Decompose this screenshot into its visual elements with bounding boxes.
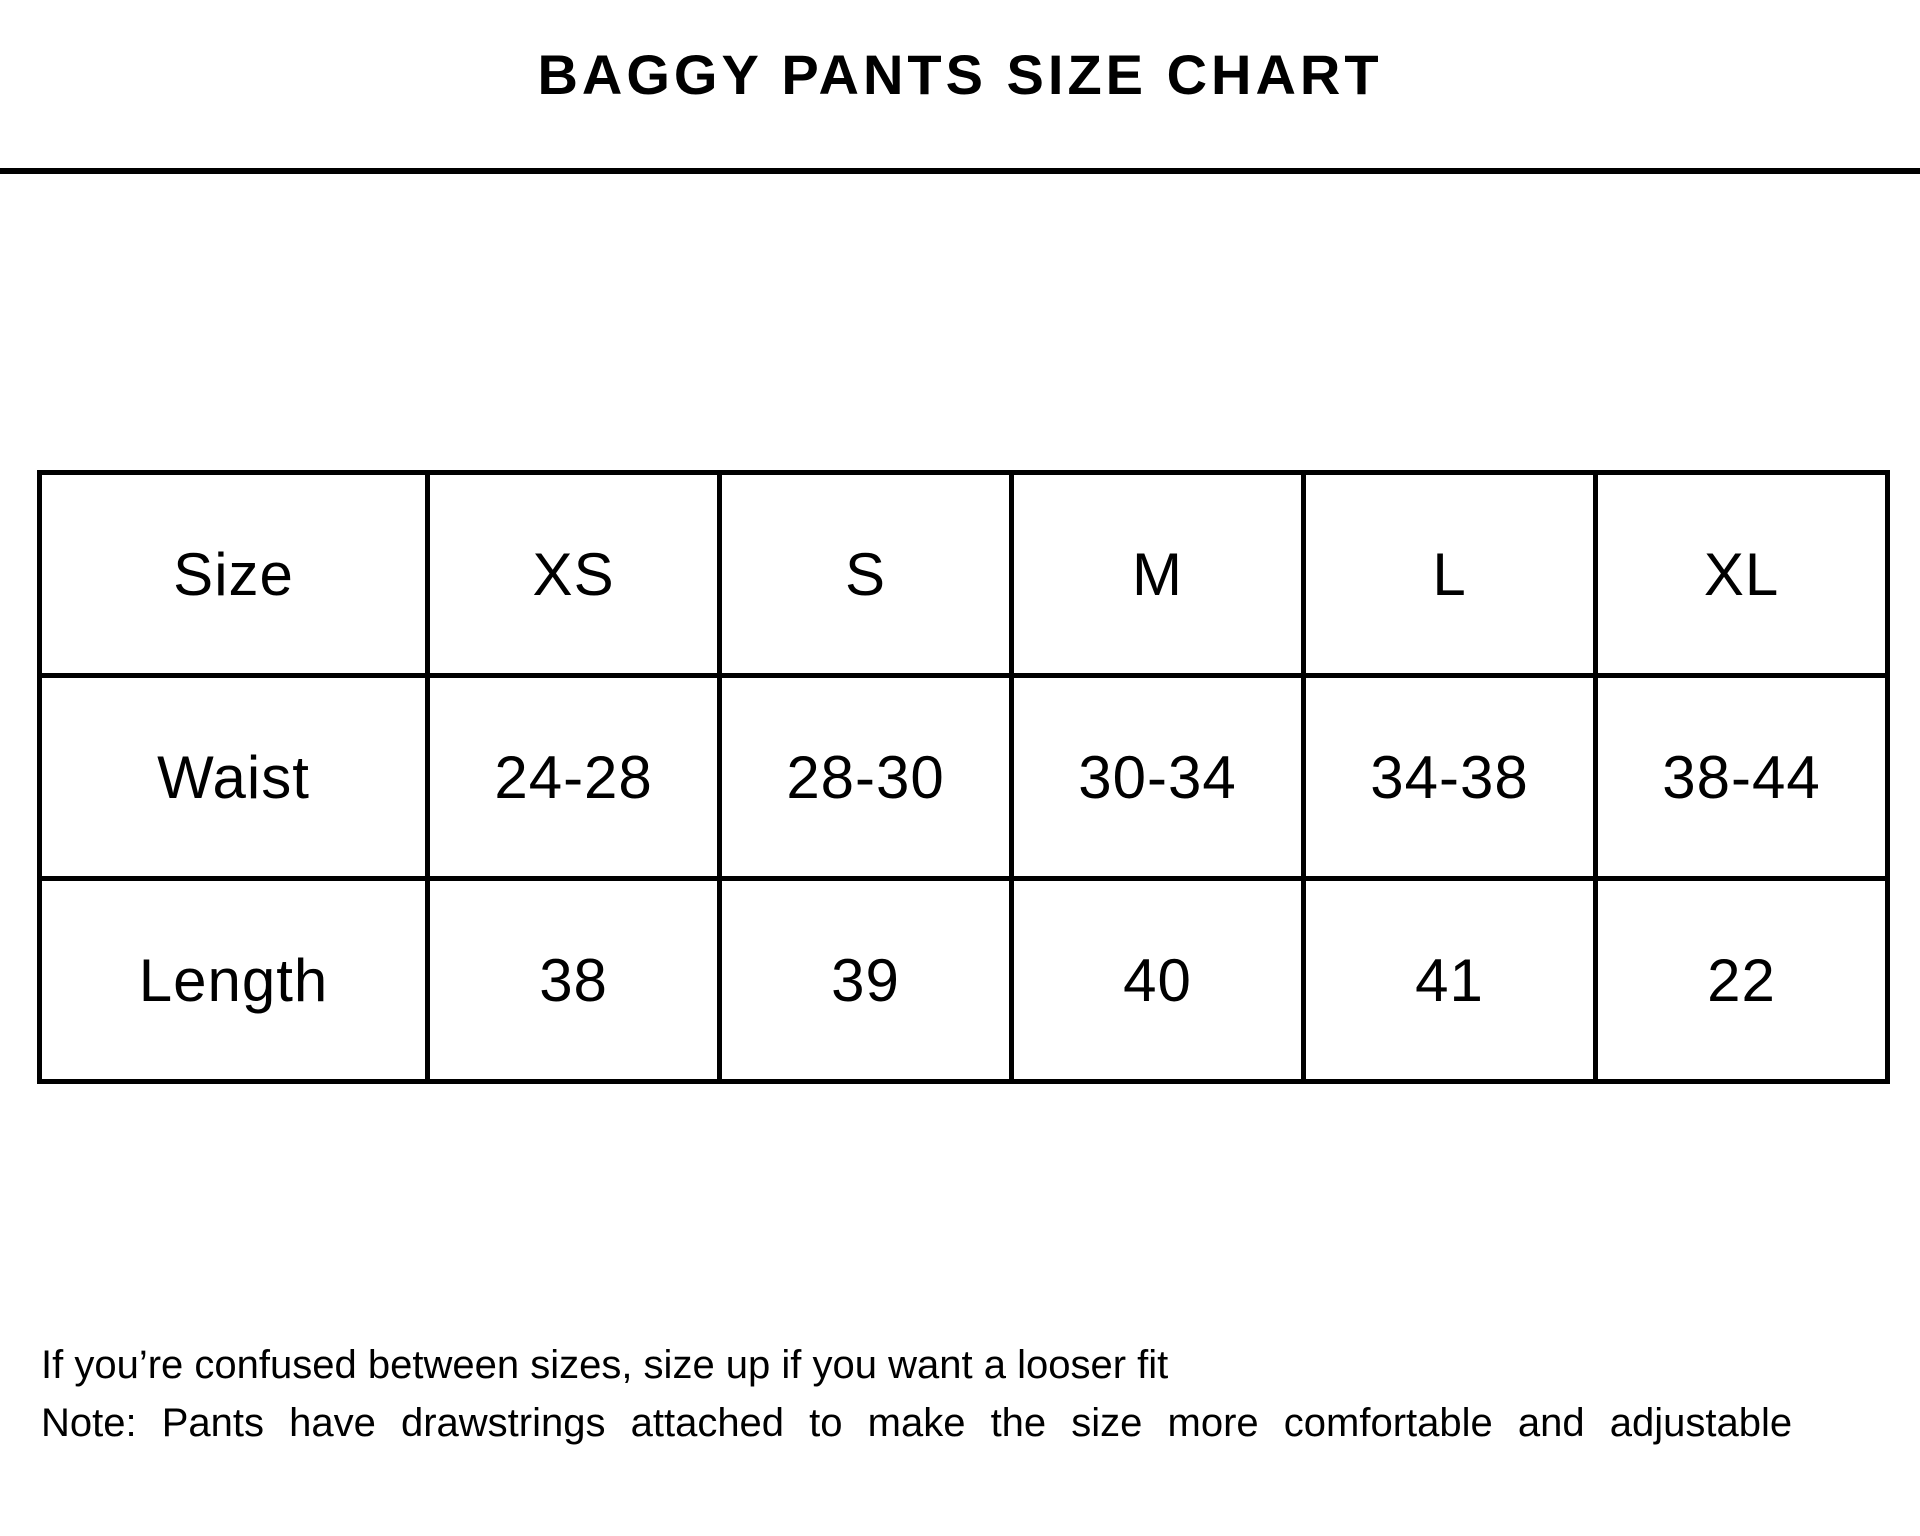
table-row-length: Length 38 39 40 41 22 [36, 876, 1890, 1084]
header-cell-m: M [1009, 470, 1307, 678]
waist-value-m: 30-34 [1009, 673, 1307, 881]
header-cell-size: Size [36, 470, 431, 678]
waist-value-xs: 24-28 [425, 673, 723, 881]
note-sizing-tip: If you’re confused between sizes, size u… [41, 1343, 1169, 1387]
waist-value-s: 28-30 [717, 673, 1015, 881]
length-value-m: 40 [1009, 876, 1307, 1084]
page-title: BAGGY PANTS SIZE CHART [537, 43, 1383, 106]
note-drawstrings: Note: Pants have drawstrings attached to… [41, 1401, 1793, 1445]
length-value-xl: 22 [1593, 876, 1890, 1084]
waist-value-xl: 38-44 [1593, 673, 1890, 881]
length-value-s: 39 [717, 876, 1015, 1084]
header-cell-xl: XL [1593, 470, 1890, 678]
length-value-l: 41 [1301, 876, 1599, 1084]
waist-value-l: 34-38 [1301, 673, 1599, 881]
notes-section: If you’re confused between sizes, size u… [41, 1336, 1881, 1452]
row-label-length: Length [36, 876, 431, 1084]
length-value-xs: 38 [425, 876, 723, 1084]
header-cell-l: L [1301, 470, 1599, 678]
size-chart-table: Size XS S M L XL Waist 24-28 28-30 30-34… [36, 470, 1890, 1084]
table-row-waist: Waist 24-28 28-30 30-34 34-38 38-44 [36, 673, 1890, 881]
title-divider [0, 168, 1920, 174]
header-cell-xs: XS [425, 470, 723, 678]
table-header-row: Size XS S M L XL [36, 470, 1890, 678]
row-label-waist: Waist [36, 673, 431, 881]
header-cell-s: S [717, 470, 1015, 678]
